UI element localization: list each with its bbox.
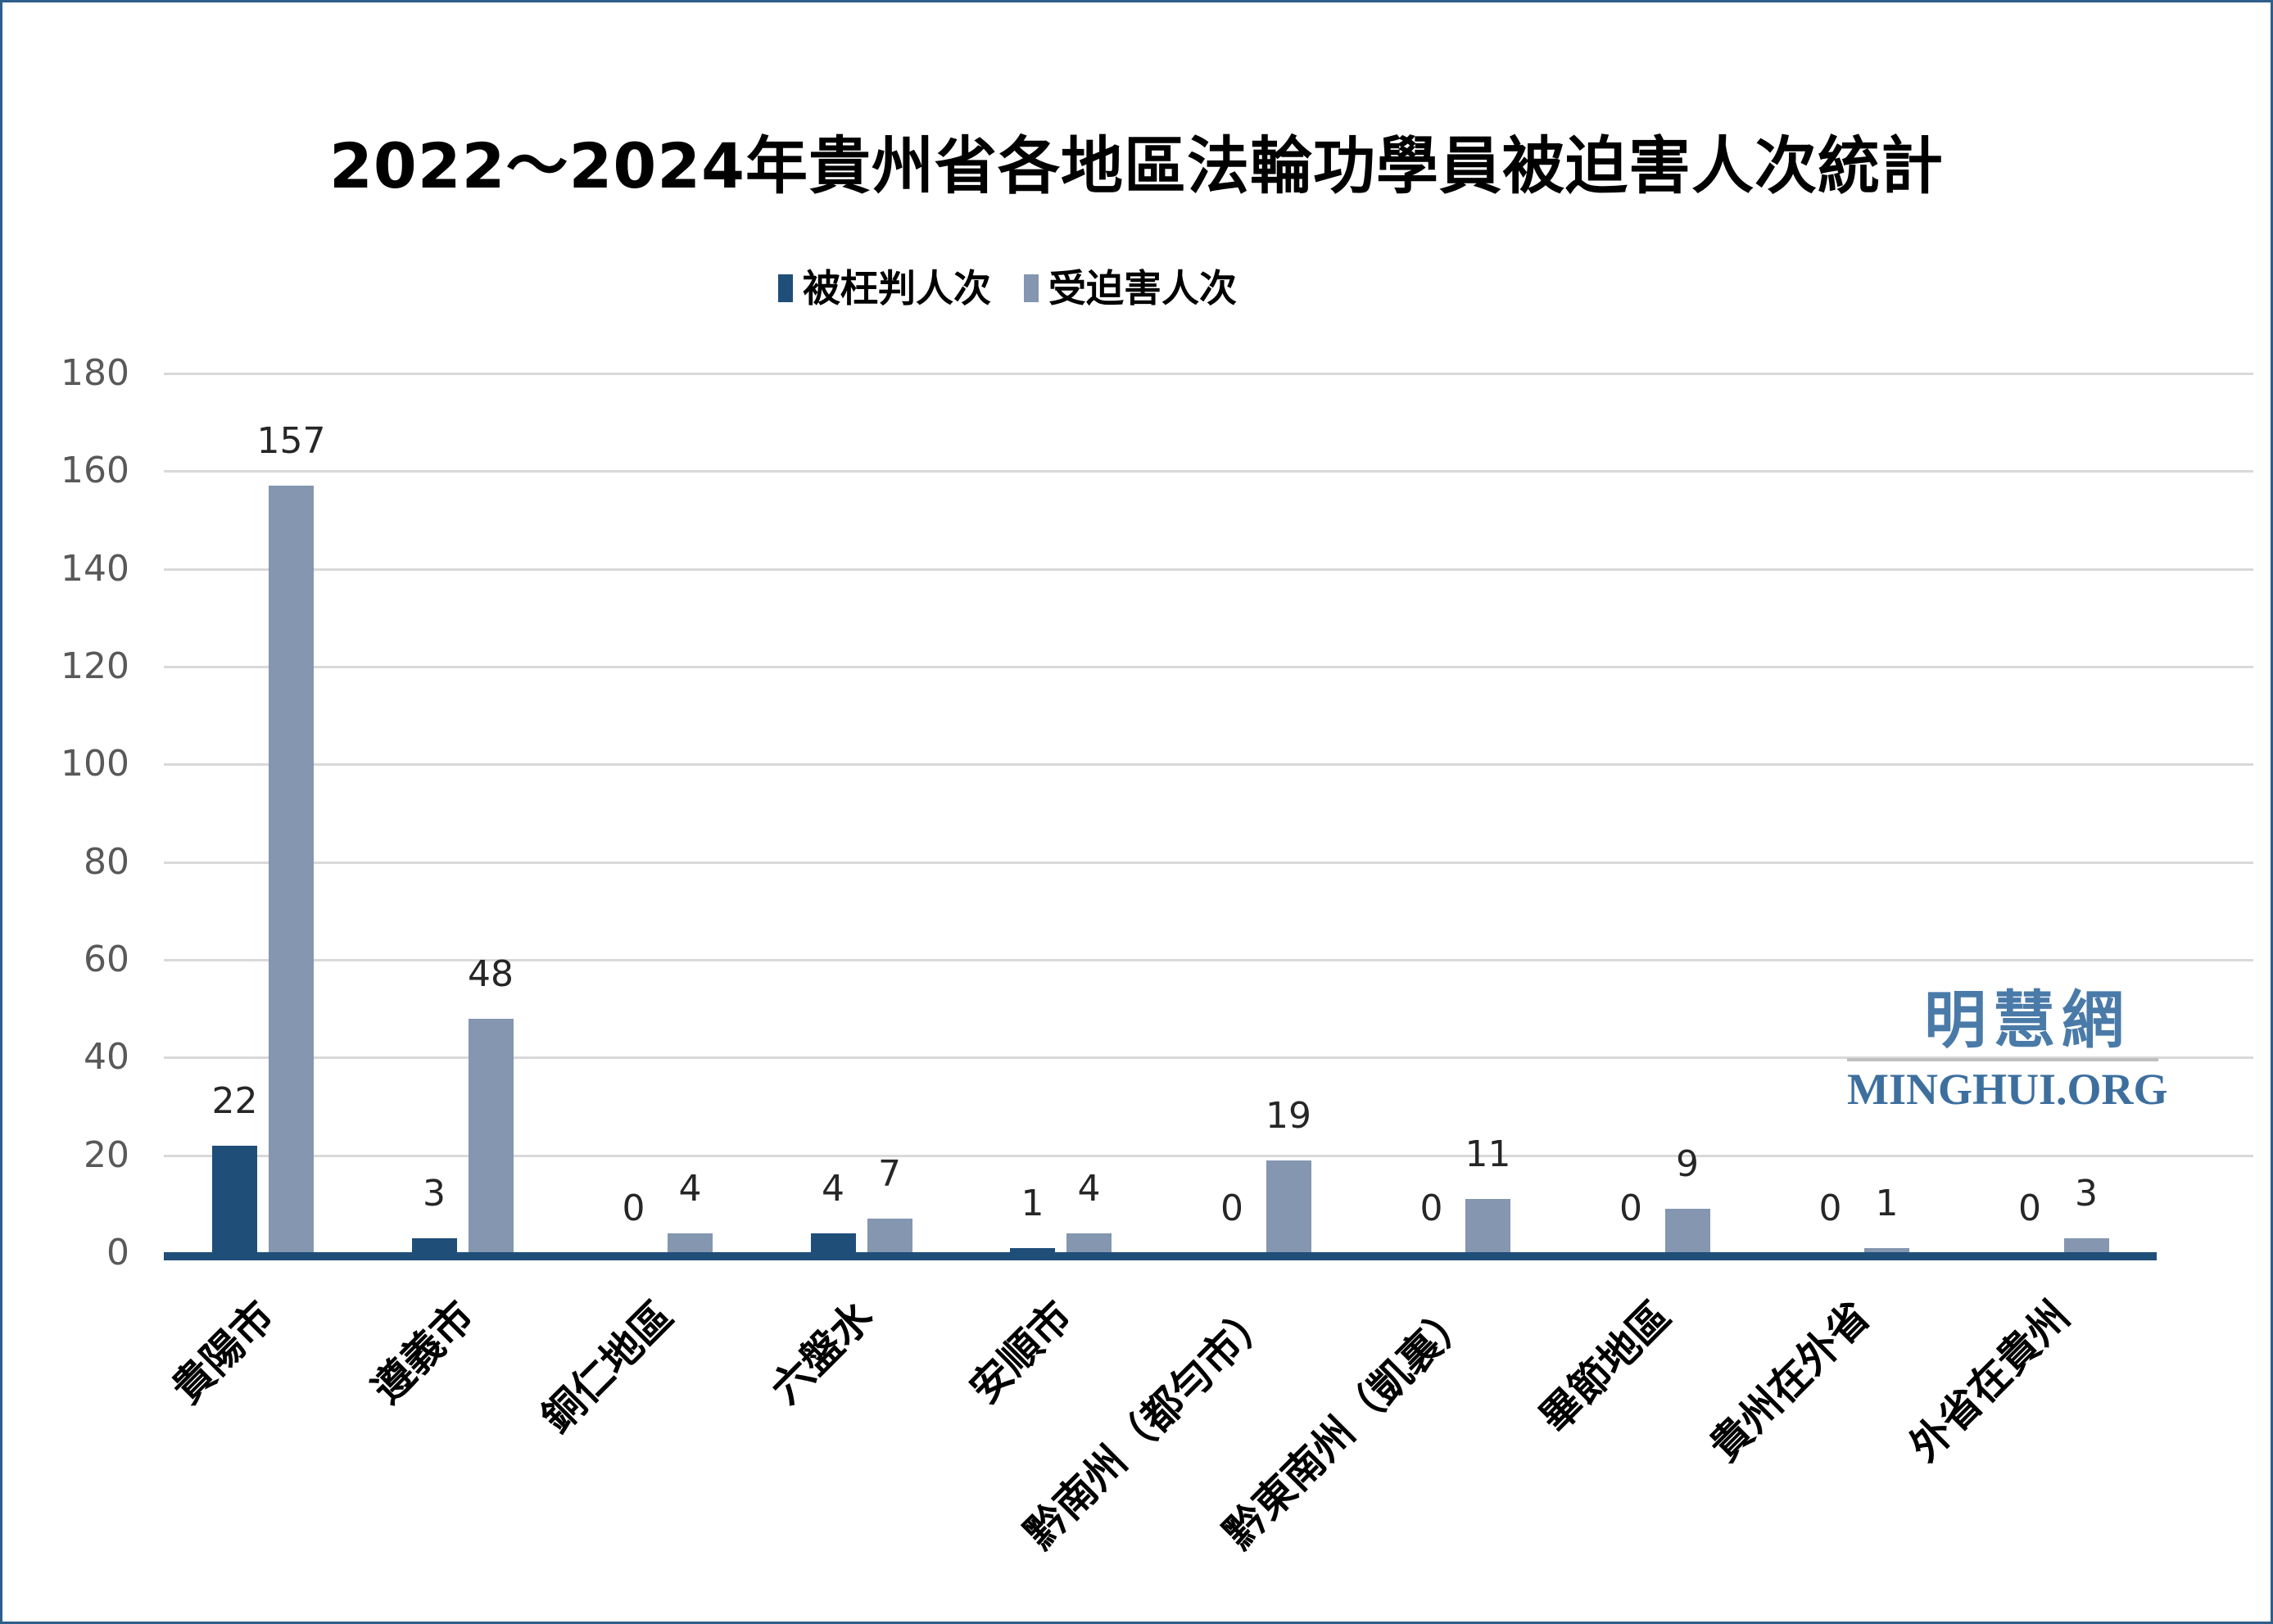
bar-value-label-被枉判人次-六盤水: 4 (822, 1168, 844, 1210)
y-tick-label-160: 160 (61, 450, 129, 492)
legend-item-persecuted: 受迫害人次 (1024, 269, 1237, 307)
bar-value-label-被枉判人次-貴州在外省: 0 (1818, 1187, 1842, 1229)
bar-value-label-被枉判人次-畢節地區: 0 (1619, 1187, 1642, 1229)
bar-受迫害人次-畢節地區 (1664, 1209, 1710, 1253)
bar-value-label-受迫害人次-安順市: 4 (1077, 1168, 1101, 1210)
gridline-140 (164, 568, 2253, 571)
bar-value-label-被枉判人次-黔東南州（凱裏）: 0 (1419, 1187, 1443, 1229)
bar-受迫害人次-六盤水 (867, 1219, 912, 1253)
bar-受迫害人次-黔南州（都勻市） (1266, 1160, 1311, 1253)
legend: 被枉判人次 受迫害人次 (778, 269, 1270, 307)
x-category-label-遵義市: 遵義市 (362, 1292, 483, 1413)
gridline-160 (164, 470, 2253, 473)
bar-被枉判人次-六盤水 (810, 1233, 856, 1253)
bar-value-label-被枉判人次-外省在貴州: 0 (2018, 1187, 2041, 1229)
bar-value-label-受迫害人次-遵義市: 48 (468, 953, 514, 995)
chart-title: 2022～2024年貴州省各地區法輪功學員被迫害人次統計 (328, 129, 1945, 202)
x-axis-line (164, 1252, 2157, 1260)
bar-value-label-被枉判人次-銅仁地區: 0 (622, 1187, 645, 1229)
y-tick-label-60: 60 (84, 939, 129, 980)
bar-value-label-受迫害人次-畢節地區: 9 (1676, 1143, 1699, 1185)
bar-value-label-受迫害人次-貴陽市: 157 (256, 420, 326, 462)
bar-value-label-受迫害人次-六盤水: 7 (878, 1153, 901, 1195)
bar-value-label-受迫害人次-黔南州（都勻市）: 19 (1266, 1095, 1311, 1137)
x-category-label-貴陽市: 貴陽市 (162, 1292, 283, 1413)
gridline-20 (164, 1154, 2253, 1157)
legend-label-persecuted: 受迫害人次 (1048, 266, 1237, 310)
bar-被枉判人次-遵義市 (411, 1238, 457, 1253)
bar-value-label-被枉判人次-貴陽市: 22 (211, 1080, 258, 1122)
x-category-label-六盤水: 六盤水 (761, 1292, 882, 1413)
y-tick-label-40: 40 (84, 1036, 129, 1079)
gridline-40 (164, 1056, 2253, 1060)
x-category-label-外省在貴州: 外省在貴州 (1899, 1292, 2079, 1471)
gridline-120 (164, 666, 2253, 668)
bar-value-label-被枉判人次-黔南州（都勻市）: 0 (1220, 1187, 1243, 1229)
gridline-100 (164, 763, 2253, 767)
y-tick-label-180: 180 (61, 352, 129, 394)
minghui-logo-cjk: 明慧網 (1924, 984, 2130, 1056)
y-tick-label-140: 140 (61, 547, 129, 590)
legend-swatch-sentenced (778, 274, 793, 302)
x-category-label-安順市: 安順市 (960, 1292, 1081, 1413)
y-tick-label-120: 120 (61, 645, 129, 687)
bar-受迫害人次-銅仁地區 (668, 1233, 713, 1253)
y-tick-label-20: 20 (84, 1133, 129, 1176)
legend-item-sentenced: 被枉判人次 (778, 269, 991, 307)
x-category-label-畢節地區: 畢節地區 (1529, 1292, 1680, 1442)
legend-swatch-persecuted (1024, 274, 1039, 302)
bar-受迫害人次-安順市 (1066, 1233, 1112, 1253)
gridline-60 (164, 959, 2253, 961)
y-tick-label-100: 100 (61, 743, 129, 785)
bar-受迫害人次-黔東南州（凱裏） (1465, 1199, 1510, 1253)
bar-被枉判人次-安順市 (1010, 1248, 1055, 1253)
bar-value-label-受迫害人次-銅仁地區: 4 (678, 1168, 702, 1210)
bar-受迫害人次-外省在貴州 (2063, 1238, 2109, 1253)
bar-受迫害人次-遵義市 (468, 1019, 514, 1253)
x-category-label-貴州在外省: 貴州在外省 (1700, 1292, 1879, 1471)
bar-value-label-受迫害人次-貴州在外省: 1 (1875, 1183, 1899, 1224)
gridline-180 (164, 373, 2253, 375)
x-category-label-銅仁地區: 銅仁地區 (532, 1292, 682, 1442)
bar-value-label-受迫害人次-黔東南州（凱裏）: 11 (1465, 1133, 1511, 1175)
bar-value-label-被枉判人次-遵義市: 3 (423, 1173, 446, 1215)
bar-受迫害人次-貴州在外省 (1864, 1248, 1909, 1253)
bar-受迫害人次-貴陽市 (269, 486, 314, 1253)
minghui-logo-divider (1847, 1058, 2158, 1061)
legend-label-sentenced: 被枉判人次 (803, 266, 991, 310)
gridline-80 (164, 861, 2253, 864)
bar-value-label-受迫害人次-外省在貴州: 3 (2075, 1173, 2098, 1215)
bar-被枉判人次-貴陽市 (212, 1146, 257, 1253)
y-tick-label-80: 80 (84, 840, 129, 883)
minghui-logo-url: MINGHUI.ORG (1847, 1065, 2168, 1114)
bar-value-label-被枉判人次-安順市: 1 (1021, 1183, 1044, 1224)
y-tick-label-0: 0 (106, 1232, 129, 1273)
